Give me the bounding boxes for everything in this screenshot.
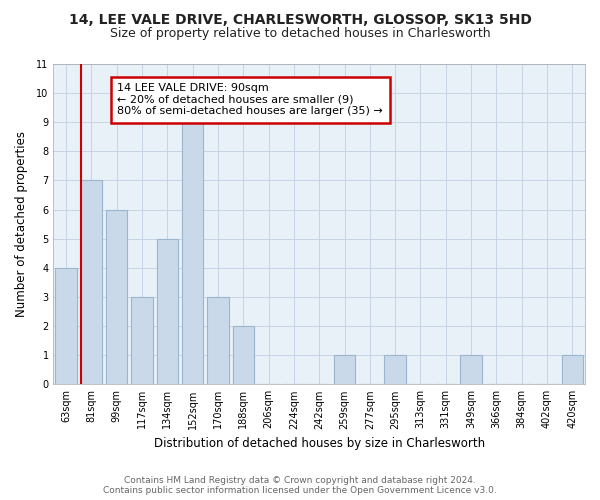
Bar (55, 268, 77, 384)
Bar (460, 355, 482, 384)
Text: Contains HM Land Registry data © Crown copyright and database right 2024.
Contai: Contains HM Land Registry data © Crown c… (103, 476, 497, 495)
X-axis label: Distribution of detached houses by size in Charlesworth: Distribution of detached houses by size … (154, 437, 485, 450)
Bar (334, 355, 355, 384)
Bar (106, 210, 127, 384)
Bar (182, 122, 203, 384)
Bar (131, 297, 153, 384)
Text: 14 LEE VALE DRIVE: 90sqm
← 20% of detached houses are smaller (9)
80% of semi-de: 14 LEE VALE DRIVE: 90sqm ← 20% of detach… (117, 83, 383, 116)
Text: 14, LEE VALE DRIVE, CHARLESWORTH, GLOSSOP, SK13 5HD: 14, LEE VALE DRIVE, CHARLESWORTH, GLOSSO… (68, 12, 532, 26)
Text: Size of property relative to detached houses in Charlesworth: Size of property relative to detached ho… (110, 28, 490, 40)
Bar (207, 297, 229, 384)
Bar (80, 180, 102, 384)
Bar (385, 355, 406, 384)
Y-axis label: Number of detached properties: Number of detached properties (15, 131, 28, 317)
Bar (233, 326, 254, 384)
Bar (157, 238, 178, 384)
Bar (562, 355, 583, 384)
